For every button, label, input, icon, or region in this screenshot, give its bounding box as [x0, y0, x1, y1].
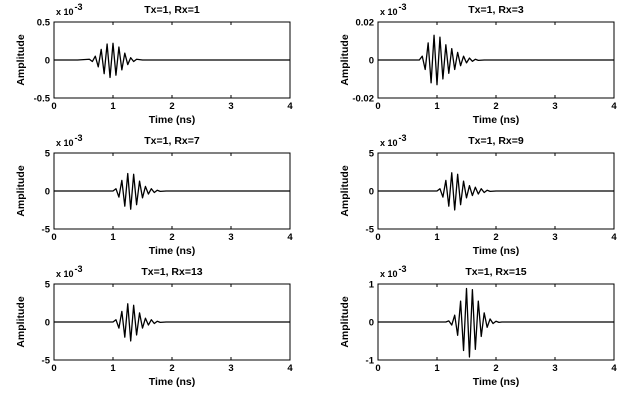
x-tick-label: 4 — [287, 363, 293, 374]
x-axis-label: Time (ns) — [473, 245, 519, 257]
y-tick-label: 5 — [45, 280, 51, 291]
y-tick-label: 5 — [369, 149, 375, 160]
axis-multiplier: x 10 — [380, 269, 398, 279]
x-tick-label: 1 — [110, 363, 116, 374]
x-axis-label: Time (ns) — [149, 245, 195, 257]
y-tick-label: -5 — [366, 225, 375, 236]
y-tick-label: 0 — [369, 56, 374, 67]
y-axis-label: Amplitude — [339, 165, 351, 216]
x-axis-label: Time (ns) — [149, 376, 195, 388]
y-tick-label: 0 — [369, 187, 374, 198]
axis-multiplier: x 10 — [380, 138, 398, 148]
x-tick-label: 1 — [110, 232, 116, 243]
y-tick-label: 1 — [369, 280, 375, 291]
axis-exponent: -3 — [399, 2, 407, 12]
axis-multiplier: x 10 — [380, 7, 398, 17]
series-line — [54, 42, 290, 79]
x-tick-label: 2 — [493, 363, 498, 374]
panel-title: Tx=1, Rx=15 — [465, 266, 526, 278]
x-tick-label: 3 — [552, 101, 557, 112]
axis-exponent: -3 — [399, 264, 407, 274]
series-line — [378, 287, 614, 358]
y-tick-label: 0 — [45, 56, 50, 67]
axis-exponent: -3 — [399, 133, 407, 143]
y-tick-label: 0 — [45, 187, 50, 198]
x-tick-label: 3 — [228, 363, 233, 374]
axis-exponent: -3 — [75, 264, 83, 274]
y-tick-label: 5 — [45, 149, 51, 160]
x-tick-label: 3 — [552, 363, 557, 374]
x-tick-label: 1 — [434, 101, 440, 112]
y-tick-label: 0 — [45, 318, 50, 329]
y-axis-label: Amplitude — [15, 34, 27, 85]
y-tick-label: 0.5 — [37, 18, 51, 29]
axis-exponent: -3 — [75, 2, 83, 12]
y-tick-label: -0.5 — [34, 94, 51, 105]
x-tick-label: 2 — [493, 232, 498, 243]
x-tick-label: 4 — [287, 232, 293, 243]
x-tick-label: 3 — [228, 232, 233, 243]
y-tick-label: -5 — [42, 225, 51, 236]
x-axis-label: Time (ns) — [149, 114, 195, 126]
axis-multiplier: x 10 — [56, 269, 74, 279]
series-line — [54, 172, 290, 210]
axis-exponent: -3 — [75, 133, 83, 143]
x-tick-label: 2 — [169, 101, 174, 112]
panel-title: Tx=1, Rx=13 — [141, 266, 202, 278]
x-tick-label: 4 — [611, 232, 617, 243]
x-tick-label: 3 — [228, 101, 233, 112]
y-axis-label: Amplitude — [339, 34, 351, 85]
series-line — [54, 303, 290, 342]
x-tick-label: 0 — [51, 232, 56, 243]
x-tick-label: 4 — [611, 363, 617, 374]
y-tick-label: 0.02 — [356, 18, 375, 29]
y-axis-label: Amplitude — [15, 165, 27, 216]
x-tick-label: 2 — [493, 101, 498, 112]
panel-title: Tx=1, Rx=1 — [144, 4, 200, 16]
x-tick-label: 3 — [552, 232, 557, 243]
x-tick-label: 2 — [169, 232, 174, 243]
x-tick-label: 4 — [611, 101, 617, 112]
x-axis-label: Time (ns) — [473, 114, 519, 126]
y-axis-label: Amplitude — [15, 296, 27, 347]
x-tick-label: 1 — [110, 101, 116, 112]
series-line — [378, 172, 614, 211]
x-tick-label: 1 — [434, 232, 440, 243]
x-tick-label: 4 — [287, 101, 293, 112]
panel-title: Tx=1, Rx=7 — [144, 135, 200, 147]
y-tick-label: -1 — [366, 356, 375, 367]
series-line — [378, 34, 614, 86]
panel-title: Tx=1, Rx=9 — [468, 135, 524, 147]
y-tick-label: 0 — [369, 318, 374, 329]
x-tick-label: 2 — [169, 363, 174, 374]
axis-multiplier: x 10 — [56, 7, 74, 17]
axis-multiplier: x 10 — [56, 138, 74, 148]
y-tick-label: -0.02 — [352, 94, 374, 105]
x-axis-label: Time (ns) — [473, 376, 519, 388]
x-tick-label: 0 — [51, 101, 56, 112]
x-tick-label: 0 — [375, 101, 380, 112]
x-tick-label: 0 — [51, 363, 56, 374]
x-tick-label: 1 — [434, 363, 440, 374]
y-axis-label: Amplitude — [339, 296, 351, 347]
panel-title: Tx=1, Rx=3 — [468, 4, 524, 16]
x-tick-label: 0 — [375, 363, 380, 374]
y-tick-label: -5 — [42, 356, 51, 367]
x-tick-label: 0 — [375, 232, 380, 243]
